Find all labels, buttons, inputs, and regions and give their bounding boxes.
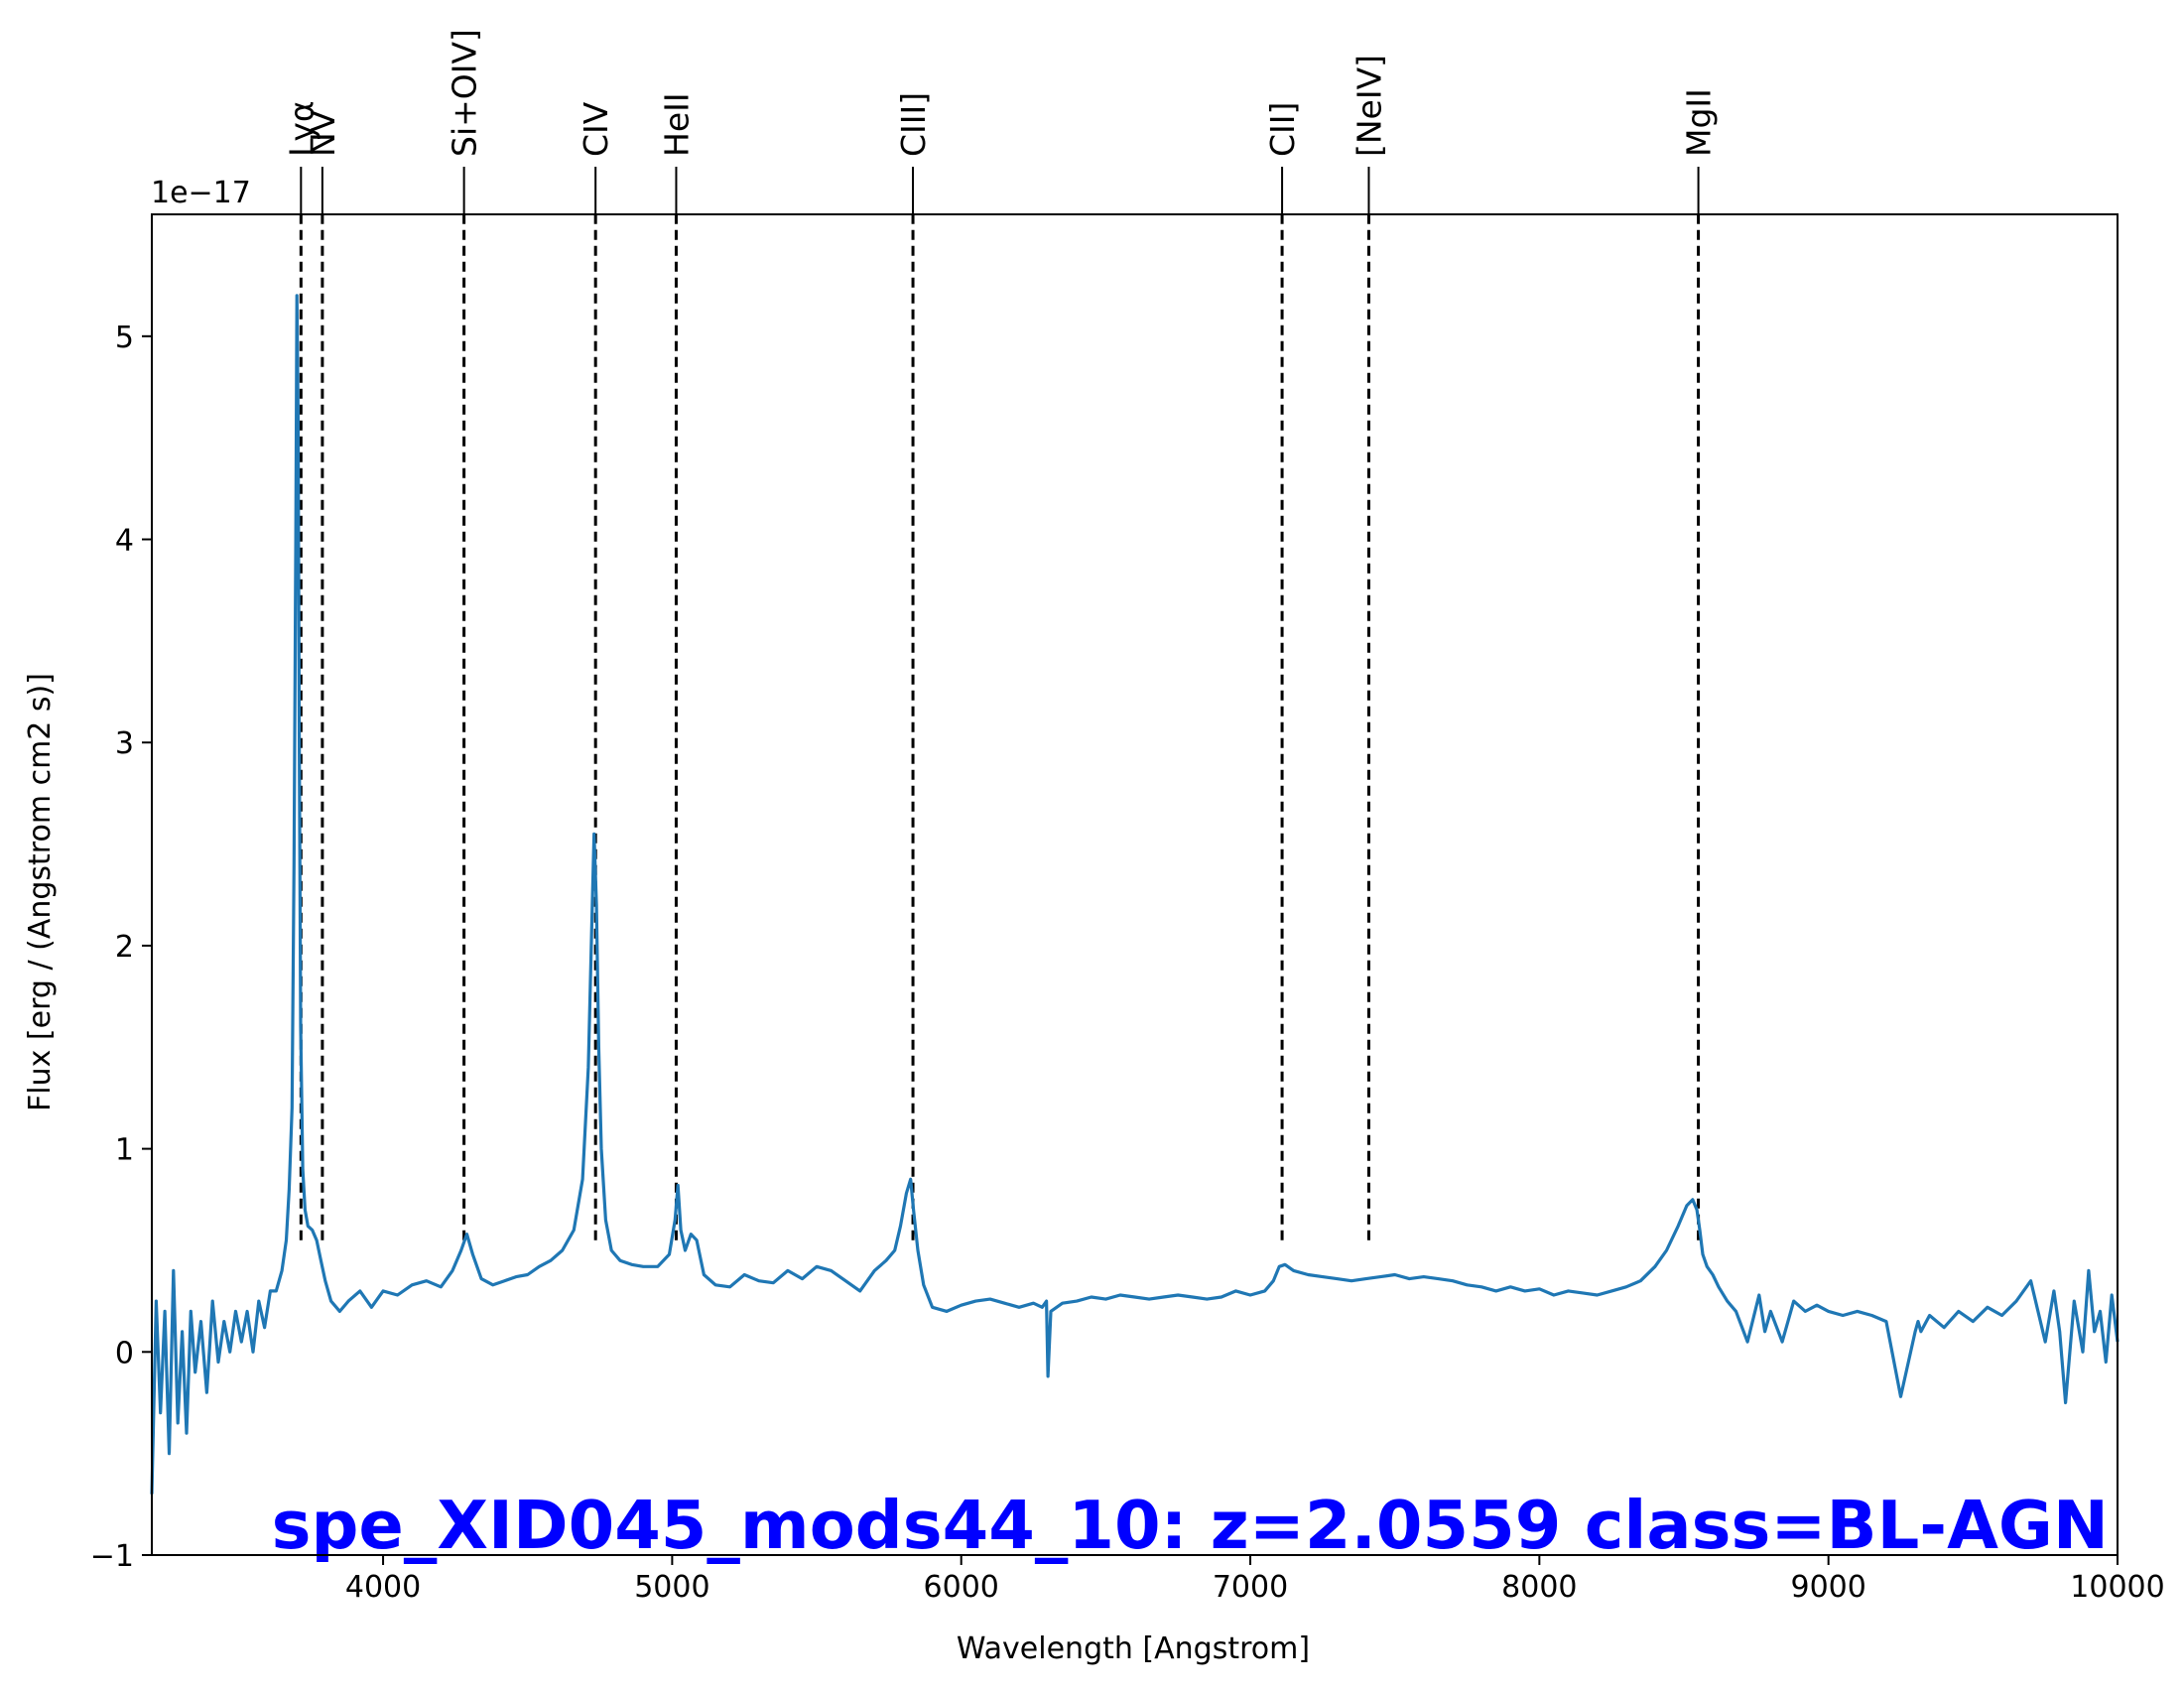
x-tick-label-4000: 4000 xyxy=(345,1570,421,1605)
y-tick-label-1: 0 xyxy=(115,1336,134,1370)
x-tick-label-6000: 6000 xyxy=(924,1570,999,1605)
x-axis-label: Wavelength [Angstrom] xyxy=(957,1631,1310,1666)
x-tick-label-9000: 9000 xyxy=(1790,1570,1865,1605)
y-offset-label: 1e−17 xyxy=(151,176,251,210)
emission-label-nv: NV xyxy=(304,109,342,157)
y-tick-label-0: −1 xyxy=(90,1539,134,1574)
chart-annotation: spe_XID045_mods44_10: z=2.0559 class=BL-… xyxy=(272,1487,2109,1564)
emission-label-ly: Lyα xyxy=(282,100,321,157)
y-tick-label-3: 2 xyxy=(115,930,134,965)
y-axis-label: Flux [erg / (Angstrom cm2 s)] xyxy=(23,673,58,1111)
y-tick-label-4: 3 xyxy=(115,726,134,761)
y-tick-label-2: 1 xyxy=(115,1133,134,1168)
emission-label-civ: CIV xyxy=(577,101,615,157)
emission-label-neiv: [NeIV] xyxy=(1349,55,1388,157)
spectrum-line-0 xyxy=(150,294,2120,1495)
series-layer xyxy=(150,294,2120,1495)
x-tick-label-10000: 10000 xyxy=(2070,1570,2164,1605)
y-tick-label-5: 4 xyxy=(115,524,134,559)
x-tick-label-5000: 5000 xyxy=(634,1570,709,1605)
plot-frame xyxy=(151,213,2119,1556)
emission-label-cii: CII] xyxy=(1263,102,1302,157)
emission-label-ciii: CIII] xyxy=(894,92,933,157)
x-tick-label-8000: 8000 xyxy=(1501,1570,1577,1605)
y-tick-label-6: 5 xyxy=(115,321,134,355)
emission-label-sioiv: Si+OIV] xyxy=(446,29,484,157)
x-tick-label-7000: 7000 xyxy=(1213,1570,1288,1605)
emission-label-mgii: MgII xyxy=(1680,88,1719,157)
axes-layer: 4000 5000 6000 7000 8000 9000 10000 −1 0 1 2 3 4 5 xyxy=(90,321,2165,1605)
annotation-layer: spe_XID045_mods44_10: z=2.0559 class=BL-… xyxy=(272,1487,2109,1564)
emission-label-heii: HeII xyxy=(657,92,696,157)
